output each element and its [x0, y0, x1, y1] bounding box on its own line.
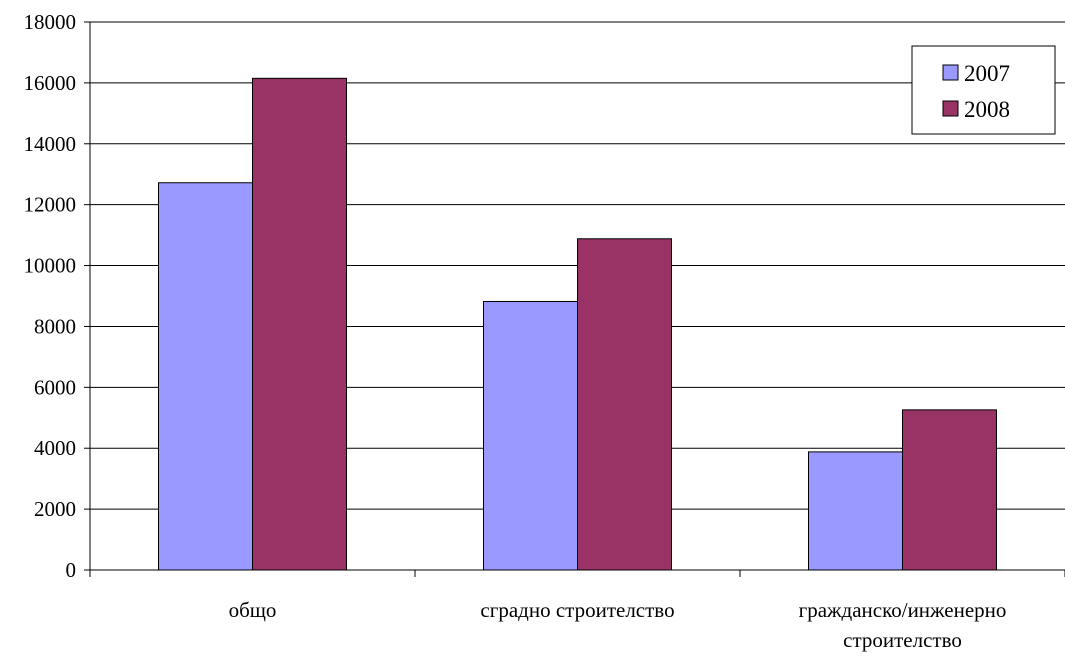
y-tick-label: 16000	[24, 71, 77, 95]
y-tick-label: 12000	[24, 193, 77, 217]
y-tick-label: 18000	[24, 10, 77, 34]
y-tick-label: 14000	[24, 132, 77, 156]
bar-2007-1	[484, 301, 578, 570]
y-tick-label: 4000	[34, 436, 76, 460]
legend-label-2008: 2008	[964, 97, 1010, 122]
bar-2007-0	[159, 183, 253, 570]
y-tick-label: 6000	[34, 375, 76, 399]
y-tick-label: 8000	[34, 314, 76, 338]
bar-2008-1	[578, 239, 672, 570]
legend-label-2007: 2007	[964, 61, 1010, 86]
y-tick-label: 0	[66, 558, 77, 582]
legend-swatch-2008	[943, 101, 958, 116]
bar-2008-0	[253, 78, 347, 570]
y-tick-label: 2000	[34, 497, 76, 521]
bar-2007-2	[809, 452, 903, 570]
bars	[159, 78, 997, 570]
legend-swatch-2007	[943, 65, 958, 80]
legend: 2007 2008	[912, 46, 1055, 134]
bar-2008-2	[903, 410, 997, 570]
x-tick-label: сградно строителство	[480, 598, 674, 622]
y-tick-label: 10000	[24, 254, 77, 278]
x-tick-label: общо	[229, 598, 277, 622]
